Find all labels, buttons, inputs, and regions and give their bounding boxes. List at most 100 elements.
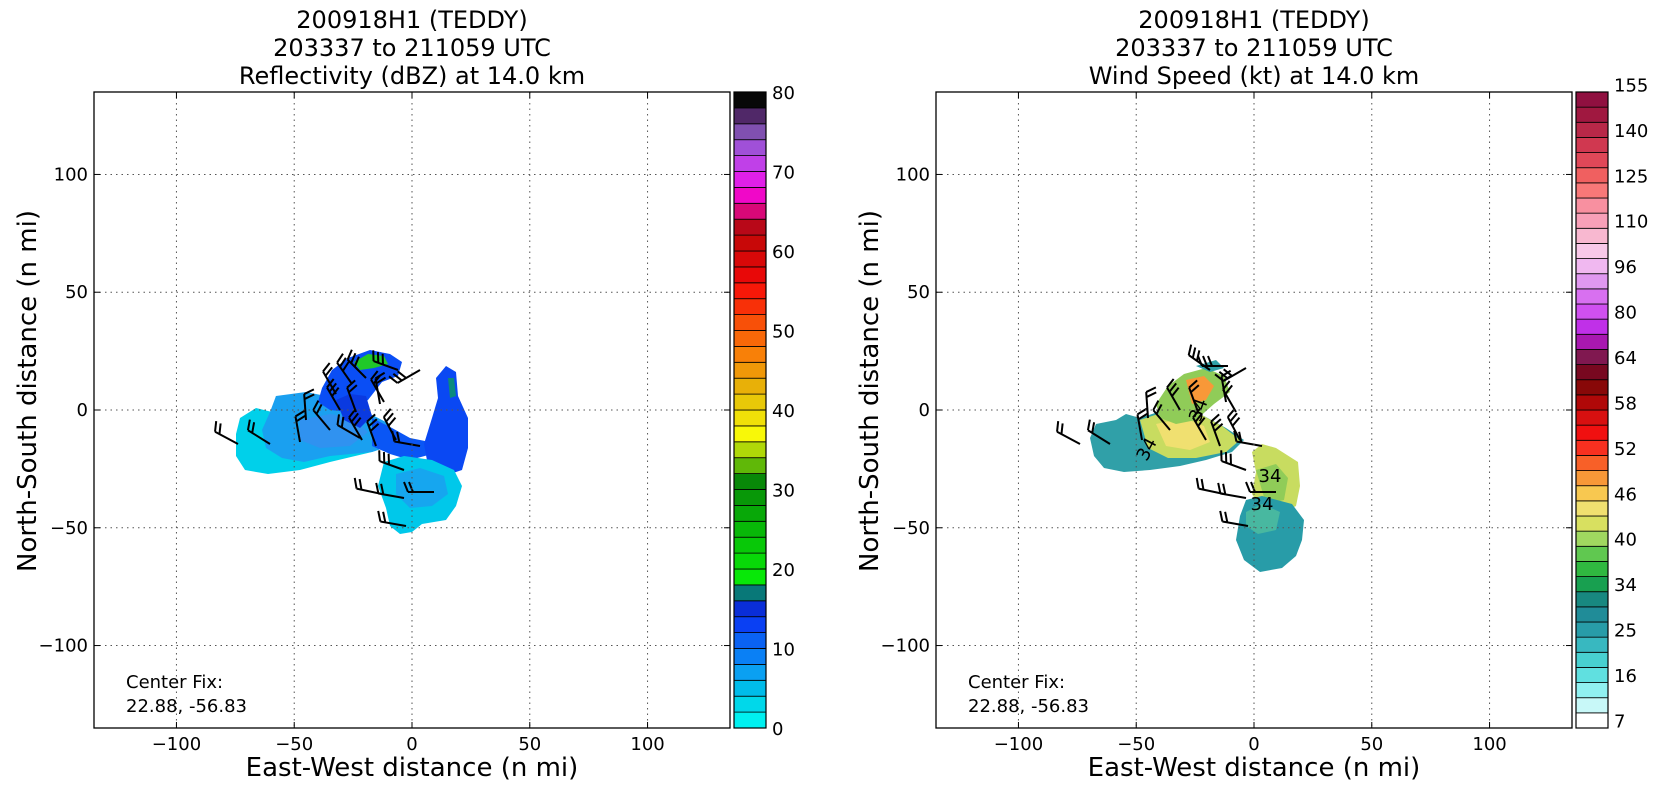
wind-speed-colorbar: 7 16 25 34 40 46 52 58 64 80 96 110 125 140 155 <box>1575 75 1648 732</box>
barb-flag <box>341 361 350 372</box>
barb-flag <box>1137 412 1149 421</box>
colorbar-tick-label: 58 <box>1614 393 1637 414</box>
wind-barb-icon <box>378 450 405 471</box>
x-axis-label: East-West distance (n mi) <box>246 753 579 783</box>
barb-flag <box>378 450 381 462</box>
barb-flag <box>246 419 251 431</box>
barb-flag <box>388 375 399 384</box>
colorbar-bin <box>1575 152 1609 169</box>
barb-flag <box>1195 477 1200 489</box>
wind-barb-icon <box>1187 344 1211 371</box>
colorbar-tick-label: 140 <box>1614 121 1648 142</box>
colorbar-tick-label: 16 <box>1614 666 1637 687</box>
barb-flag <box>1220 369 1232 378</box>
panel-title-line-2: 203337 to 211059 UTC <box>273 34 551 62</box>
barb-flag <box>408 481 414 493</box>
reflectivity-echo-field <box>236 350 468 534</box>
colorbar-bin <box>733 377 767 395</box>
barb-flag <box>1224 384 1233 395</box>
plot-frame <box>935 91 1573 729</box>
colorbar-bin <box>733 679 767 697</box>
colorbar-tick-label: 50 <box>772 322 795 343</box>
barb-flag <box>380 483 385 495</box>
colorbar-bin <box>733 91 767 109</box>
colorbar-bin <box>1575 470 1609 487</box>
barb-flag <box>396 431 401 443</box>
barb-flag <box>350 412 359 423</box>
panel-title-line-1: 200918H1 (TEDDY) <box>1138 6 1369 34</box>
barb-flag <box>336 414 341 426</box>
wind-barb-icon <box>391 430 421 447</box>
barb-flag <box>1197 417 1206 427</box>
wind-barb-icon <box>1233 430 1263 447</box>
barb-staff <box>1221 460 1247 471</box>
x-tick-label: 0 <box>1248 734 1259 755</box>
colorbar-bin <box>1575 424 1609 441</box>
colorbar-tick-label: 60 <box>772 242 795 263</box>
wind-barb-icon <box>1188 379 1200 413</box>
barb-flag <box>1091 422 1096 434</box>
wind-barbs <box>1056 344 1276 527</box>
colorbar-bin <box>733 139 767 156</box>
y-tick-label: −50 <box>50 518 88 539</box>
barb-flag <box>1220 450 1223 462</box>
colorbar-bin <box>733 711 767 729</box>
barb-flag <box>1202 355 1208 367</box>
barb-flag <box>1190 384 1200 394</box>
barb-flag <box>1229 412 1238 423</box>
colorbar-bin <box>733 504 767 522</box>
barb-flag <box>375 482 380 494</box>
colorbar-bin <box>1575 273 1609 290</box>
barb-flag <box>1222 483 1227 495</box>
colorbar-bin <box>733 314 767 331</box>
y-tick-label: −100 <box>39 636 88 657</box>
colorbar-bin <box>1575 303 1609 320</box>
barb-flag <box>1238 431 1243 443</box>
colorbar-bin <box>733 664 767 681</box>
wind-barb-icon <box>382 408 397 441</box>
colorbar-tick-label: 125 <box>1614 166 1648 187</box>
y-tick-label: 100 <box>54 164 88 185</box>
colorbar-tick-label: 80 <box>1614 303 1637 324</box>
barb-flag <box>1166 378 1175 389</box>
wind-barb-icon <box>214 420 239 445</box>
wind-barb-icon <box>372 350 399 371</box>
colorbar-tick-label: 96 <box>1614 257 1637 278</box>
colorbar-tick-label: 25 <box>1614 621 1637 642</box>
barb-flag <box>372 374 381 385</box>
colorbar-bin <box>733 489 767 506</box>
colorbar-bin <box>733 568 767 586</box>
barb-flag <box>403 481 409 493</box>
y-axis-label: North-South distance (n mi) <box>855 210 885 572</box>
colorbar-bin <box>733 361 767 379</box>
colorbar-bin <box>733 441 767 459</box>
barb-flag <box>1155 403 1163 415</box>
contour-label: 34 <box>1251 494 1274 515</box>
barb-flag <box>336 353 344 364</box>
wind-barb-icon <box>370 370 385 403</box>
colorbar-bin <box>1575 182 1609 199</box>
barb-flag <box>350 352 357 364</box>
x-tick-label: 50 <box>1360 734 1383 755</box>
colorbar-bin <box>733 345 767 363</box>
colorbar-bin <box>733 107 767 125</box>
x-axis-label: East-West distance (n mi) <box>1088 753 1421 783</box>
barb-flag <box>1217 482 1222 494</box>
x-tick-label: −100 <box>994 734 1043 755</box>
barb-flag <box>1200 478 1205 490</box>
barb-flag <box>385 412 394 423</box>
wind-barb-icon <box>1217 482 1247 499</box>
colorbar-bin <box>733 409 767 427</box>
barb-flag <box>353 477 358 489</box>
wind-barb-icon <box>1195 477 1225 495</box>
barb-flag <box>1060 423 1064 435</box>
barb-flag <box>1224 511 1229 523</box>
contour-label: 34 <box>1259 466 1282 487</box>
barb-flag <box>397 370 407 379</box>
colorbar-bin <box>733 266 767 284</box>
colorbar-bin <box>1575 621 1609 638</box>
colorbar-bin <box>1575 349 1609 365</box>
colorbar-tick-label: 155 <box>1614 75 1648 96</box>
colorbar-bin <box>733 330 767 347</box>
